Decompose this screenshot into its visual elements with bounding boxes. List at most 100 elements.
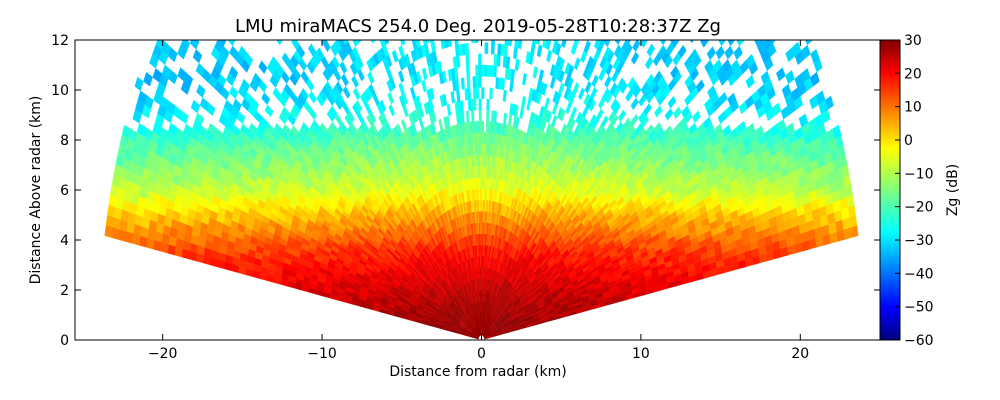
reflectivity-cell: [465, 54, 470, 67]
reflectivity-cell: [481, 233, 483, 246]
reflectivity-cell: [481, 64, 485, 77]
reflectivity-cell: [493, 54, 498, 67]
reflectivity-cell: [785, 25, 794, 40]
reflectivity-cell: [805, 40, 813, 46]
reflectivity-cell: [476, 132, 480, 145]
reflectivity-cell: [478, 64, 482, 77]
reflectivity-cell: [745, 53, 756, 68]
reflectivity-cell: [718, 40, 727, 47]
reflectivity-cell: [645, 124, 654, 137]
reflectivity-cell: [798, 113, 809, 128]
reflectivity-cell: [477, 154, 480, 167]
reflectivity-cell: [763, 40, 774, 50]
reflectivity-cell: [178, 23, 187, 37]
reflectivity-cell: [754, 40, 764, 49]
reflectivity-cell: [481, 166, 484, 178]
reflectivity-cell: [484, 42, 489, 55]
reflectivity-cell: [483, 154, 486, 167]
reflectivity-field: [104, 21, 859, 340]
reflectivity-cell: [481, 143, 484, 156]
reflectivity-cell: [706, 46, 716, 61]
reflectivity-cell: [484, 64, 488, 77]
reflectivity-cell: [825, 95, 834, 110]
reflectivity-cell: [689, 40, 695, 44]
reflectivity-cell: [472, 87, 477, 100]
reflectivity-cell: [467, 99, 472, 112]
reflectivity-cell: [485, 121, 489, 133]
reflectivity-cell: [667, 95, 677, 109]
reflectivity-cell: [154, 22, 163, 36]
reflectivity-cell: [850, 225, 859, 238]
reflectivity-cell: [491, 110, 495, 123]
reflectivity-cell: [692, 110, 701, 124]
reflectivity-cell: [478, 109, 482, 122]
reflectivity-cell: [766, 21, 775, 35]
reflectivity-cell: [466, 110, 470, 123]
reflectivity-cell: [754, 125, 765, 139]
reflectivity-cell: [700, 40, 710, 48]
reflectivity-cell: [486, 109, 490, 122]
reflectivity-cell: [727, 92, 737, 106]
reflectivity-cell: [736, 40, 745, 47]
reflectivity-cell: [478, 121, 482, 133]
reflectivity-cell: [689, 48, 699, 63]
reflectivity-cell: [695, 79, 705, 93]
reflectivity-cell: [481, 211, 484, 223]
reflectivity-cell: [481, 188, 484, 201]
reflectivity-cell: [471, 110, 475, 122]
reflectivity-cell: [478, 98, 482, 111]
reflectivity-cell: [785, 70, 795, 85]
reflectivity-cell: [482, 211, 485, 223]
reflectivity-cell: [485, 154, 488, 167]
reflectivity-cell: [771, 40, 777, 44]
reflectivity-cell: [722, 124, 732, 138]
reflectivity-cell: [483, 132, 487, 145]
reflectivity-cell: [475, 64, 479, 77]
reflectivity-cell: [481, 121, 485, 133]
reflectivity-cell: [482, 199, 485, 212]
reflectivity-cell: [785, 122, 795, 137]
reflectivity-cell: [718, 91, 728, 106]
reflectivity-cell: [479, 143, 482, 156]
reflectivity-cell: [672, 106, 682, 120]
reflectivity-cell: [800, 68, 811, 83]
reflectivity-cell: [663, 125, 673, 138]
reflectivity-cell: [483, 166, 486, 178]
reflectivity-cell: [481, 177, 484, 189]
reflectivity-cell: [478, 53, 482, 66]
reflectivity-cell: [771, 102, 782, 117]
reflectivity-cell: [487, 65, 491, 77]
chart-title: LMU miraMACS 254.0 Deg. 2019-05-28T10:28…: [235, 16, 721, 37]
reflectivity-cell: [475, 87, 479, 100]
reflectivity-cell: [497, 43, 502, 56]
reflectivity-cell: [472, 76, 477, 88]
reflectivity-cell: [478, 76, 482, 88]
reflectivity-cell: [754, 40, 755, 41]
reflectivity-cell: [746, 122, 756, 136]
reflectivity-cell: [466, 76, 471, 89]
reflectivity-cell: [810, 48, 820, 64]
reflectivity-cell: [727, 40, 736, 47]
reflectivity-cell: [479, 177, 482, 189]
reflectivity-cell: [485, 132, 489, 145]
reflectivity-cell: [489, 87, 493, 100]
reflectivity-cell: [737, 120, 747, 134]
reflectivity-cell: [677, 44, 687, 59]
reflectivity-cell: [630, 113, 639, 127]
reflectivity-cell: [481, 154, 484, 167]
reflectivity-cell: [481, 222, 483, 234]
reflectivity-cell: [653, 121, 662, 135]
reflectivity-cell: [479, 132, 482, 144]
reflectivity-cell: [479, 166, 482, 178]
reflectivity-cell: [483, 177, 486, 189]
reflectivity-cell: [776, 67, 786, 82]
reflectivity-cell: [212, 26, 221, 40]
reflectivity-cell: [483, 143, 487, 156]
reflectivity-cell: [495, 77, 500, 90]
reflectivity-cell: [490, 42, 495, 55]
reflectivity-cell: [464, 88, 469, 101]
reflectivity-cell: [486, 98, 490, 111]
reflectivity-cell: [832, 124, 842, 139]
